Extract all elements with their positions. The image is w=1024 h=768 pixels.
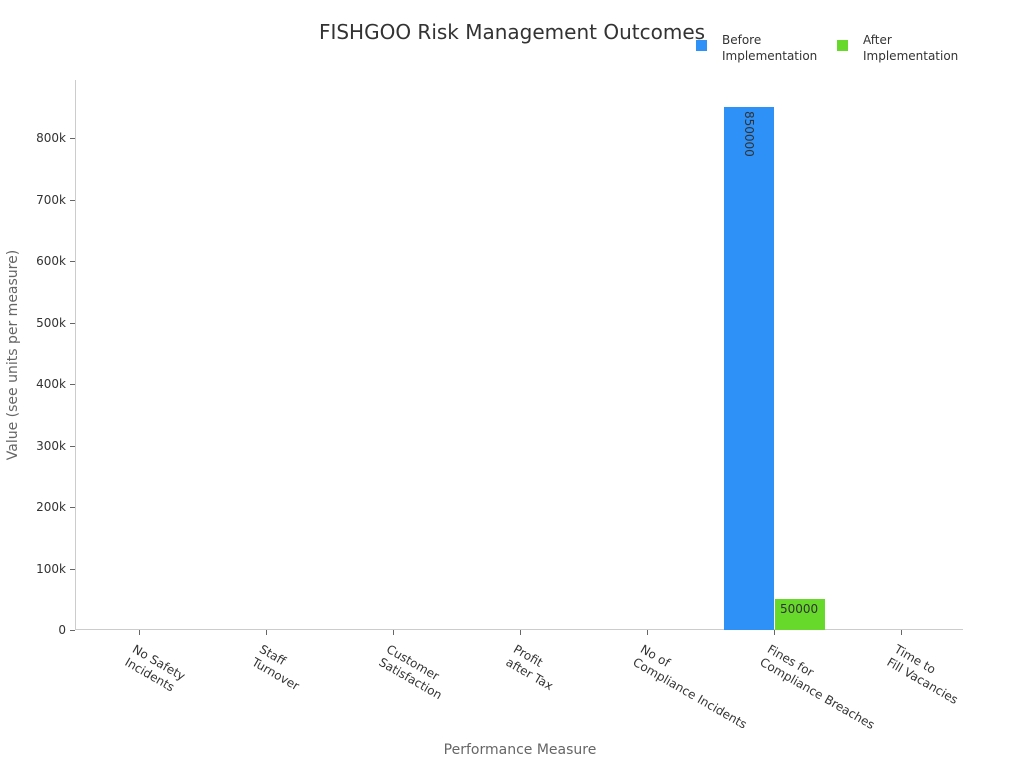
- y-tick-label: 700k: [36, 192, 66, 207]
- y-tick: [70, 569, 75, 570]
- bar-data-label: 850000: [742, 111, 756, 158]
- y-tick-label: 600k: [36, 254, 66, 268]
- x-tick-label: No Safety Incidents: [122, 642, 188, 695]
- y-tick: [70, 384, 75, 385]
- x-tick: [774, 630, 775, 635]
- x-tick-label: No of Compliance Incidents: [630, 642, 750, 732]
- x-tick-label: Time to Fill Vacancies: [884, 642, 961, 707]
- y-tick: [70, 323, 75, 324]
- y-tick-label: 0: [58, 623, 66, 637]
- legend-item-after: After Implementation: [837, 32, 958, 64]
- y-tick: [70, 507, 75, 508]
- x-tick: [901, 630, 902, 635]
- y-axis-line: [75, 80, 76, 630]
- x-tick: [520, 630, 521, 635]
- x-tick-label: Profit after Tax: [503, 642, 556, 694]
- bar-after: [775, 599, 825, 630]
- x-tick: [393, 630, 394, 635]
- x-tick: [139, 630, 140, 635]
- y-tick: [70, 630, 75, 631]
- x-tick-label: Fines for Compliance Breaches: [757, 642, 878, 733]
- x-tick-label: Staff Turnover: [249, 642, 302, 694]
- legend-swatch-after: [837, 40, 848, 51]
- bar-before: [724, 107, 774, 630]
- y-tick: [70, 138, 75, 139]
- y-tick-label: 300k: [36, 438, 66, 453]
- legend-item-before: Before Implementation: [696, 32, 817, 64]
- legend-swatch-before: [696, 40, 707, 51]
- y-tick: [70, 446, 75, 447]
- y-tick: [70, 200, 75, 201]
- x-axis-title: Performance Measure: [443, 742, 597, 758]
- x-tick: [647, 630, 648, 635]
- y-tick-label: 800k: [36, 131, 66, 145]
- bar-data-label: 50000: [780, 602, 819, 617]
- y-axis-title: Value (see units per measure): [5, 249, 21, 461]
- y-tick-label: 200k: [36, 500, 66, 514]
- legend-label-before: Before Implementation: [722, 33, 818, 63]
- y-tick-label: 500k: [36, 315, 66, 330]
- chart-title: FISHGOO Risk Management Outcomes: [318, 20, 706, 44]
- y-tick: [70, 261, 75, 262]
- legend-label-after: After Implementation: [863, 33, 959, 63]
- y-tick-label: 400k: [36, 377, 66, 391]
- y-tick-label: 100k: [36, 561, 66, 576]
- x-axis-line: [75, 629, 963, 630]
- x-tick: [266, 630, 267, 635]
- x-tick-label: Customer Satisfaction: [376, 642, 445, 703]
